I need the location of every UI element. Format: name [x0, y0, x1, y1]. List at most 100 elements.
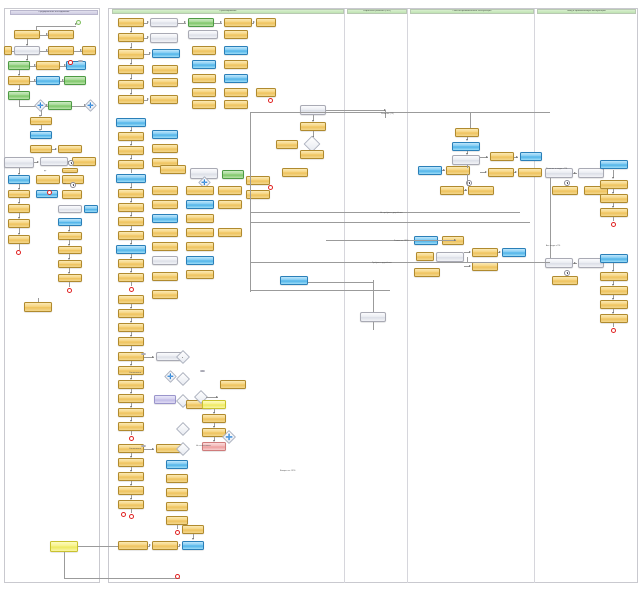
call-activity[interactable]: [14, 46, 40, 55]
task[interactable]: [300, 150, 324, 159]
task[interactable]: [118, 217, 144, 226]
call-activity[interactable]: [58, 205, 82, 213]
task[interactable]: [152, 186, 178, 195]
task[interactable]: [202, 400, 226, 409]
task[interactable]: [62, 168, 78, 173]
task[interactable]: [58, 145, 82, 153]
task[interactable]: [118, 95, 144, 104]
task[interactable]: [118, 273, 144, 282]
task[interactable]: [188, 18, 214, 27]
call-activity[interactable]: [360, 312, 386, 322]
task[interactable]: [64, 76, 86, 85]
task[interactable]: [202, 442, 226, 451]
call-activity[interactable]: [150, 18, 178, 27]
task[interactable]: [58, 218, 82, 226]
task[interactable]: [118, 33, 144, 42]
task[interactable]: [118, 309, 144, 318]
task[interactable]: [160, 165, 186, 174]
task[interactable]: [256, 18, 276, 27]
task[interactable]: [118, 146, 144, 155]
call-activity[interactable]: [436, 252, 464, 262]
start-task[interactable]: [50, 541, 78, 552]
end-event[interactable]: [66, 288, 72, 293]
task[interactable]: [446, 166, 470, 175]
task[interactable]: [116, 118, 146, 127]
task[interactable]: [600, 254, 628, 263]
task[interactable]: [600, 272, 628, 281]
task[interactable]: [84, 205, 98, 213]
task[interactable]: [224, 18, 252, 27]
task[interactable]: [8, 175, 30, 184]
task[interactable]: [192, 100, 216, 109]
task[interactable]: [166, 502, 188, 511]
task[interactable]: [48, 30, 74, 39]
task[interactable]: [118, 408, 144, 417]
task[interactable]: [166, 516, 188, 525]
task[interactable]: [452, 142, 480, 151]
task[interactable]: [166, 488, 188, 497]
end-event[interactable]: [175, 574, 180, 579]
end-event[interactable]: [268, 98, 273, 103]
task[interactable]: [186, 186, 214, 195]
task[interactable]: [4, 46, 12, 55]
task[interactable]: [218, 186, 242, 195]
task[interactable]: [8, 204, 30, 213]
task[interactable]: [8, 61, 30, 70]
call-activity[interactable]: [452, 155, 480, 165]
task[interactable]: [118, 458, 144, 467]
task[interactable]: [116, 245, 146, 254]
task[interactable]: [282, 168, 308, 177]
task[interactable]: [256, 88, 276, 97]
task[interactable]: [552, 186, 578, 195]
task[interactable]: [552, 276, 578, 285]
task[interactable]: [154, 395, 176, 404]
task[interactable]: [118, 231, 144, 240]
task[interactable]: [192, 74, 216, 83]
task[interactable]: [152, 49, 180, 58]
task[interactable]: [166, 460, 188, 469]
task[interactable]: [224, 88, 248, 97]
task[interactable]: [192, 88, 216, 97]
task[interactable]: [48, 101, 72, 110]
task[interactable]: [118, 203, 144, 212]
task[interactable]: [30, 117, 52, 125]
task[interactable]: [224, 100, 248, 109]
task[interactable]: [600, 208, 628, 217]
task[interactable]: [186, 228, 214, 237]
task[interactable]: [118, 486, 144, 495]
task[interactable]: [186, 200, 214, 209]
end-event[interactable]: [174, 530, 180, 535]
task[interactable]: [152, 65, 178, 74]
call-activity[interactable]: [578, 258, 604, 268]
task[interactable]: [58, 246, 82, 254]
task[interactable]: [8, 219, 30, 228]
task[interactable]: [152, 228, 178, 237]
task[interactable]: [62, 190, 82, 199]
task[interactable]: [455, 128, 479, 137]
task[interactable]: [224, 74, 248, 83]
task[interactable]: [152, 78, 178, 87]
task[interactable]: [186, 270, 214, 279]
end-event[interactable]: [128, 514, 134, 519]
call-activity[interactable]: [188, 30, 218, 39]
task[interactable]: [118, 80, 144, 89]
task[interactable]: [118, 541, 148, 550]
task[interactable]: [118, 337, 144, 346]
task[interactable]: [202, 414, 226, 423]
end-event[interactable]: [128, 436, 134, 441]
task[interactable]: [218, 200, 242, 209]
task[interactable]: [600, 194, 628, 203]
end-event[interactable]: [121, 512, 126, 517]
task[interactable]: [118, 259, 144, 268]
end-event[interactable]: [16, 250, 21, 255]
end-event[interactable]: [47, 190, 52, 195]
task[interactable]: [166, 474, 188, 483]
task[interactable]: [118, 422, 144, 431]
task[interactable]: [58, 232, 82, 240]
task[interactable]: [182, 541, 204, 550]
call-activity[interactable]: [578, 168, 604, 178]
end-event[interactable]: [128, 287, 134, 292]
task[interactable]: [600, 160, 628, 169]
task[interactable]: [118, 49, 144, 59]
task[interactable]: [118, 394, 144, 403]
